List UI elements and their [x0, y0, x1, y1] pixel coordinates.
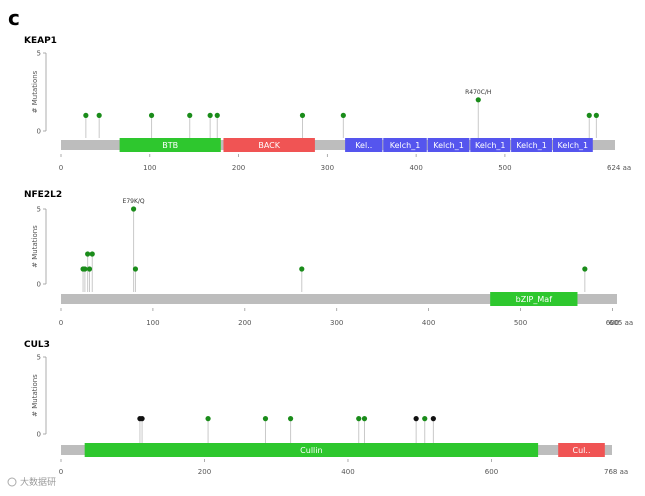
protein-backbone [61, 294, 617, 304]
mutation-point [96, 112, 102, 118]
mutation-point [82, 266, 88, 272]
mutation-point [187, 112, 193, 118]
mutation-point [85, 251, 91, 257]
x-tick-label: 600 [606, 319, 619, 327]
domain-label: Kelch_1 [516, 141, 547, 150]
mutation-point [593, 112, 599, 118]
mutation-point [262, 416, 269, 422]
domain-cul- [558, 443, 605, 457]
domain-label: bZIP_Maf [516, 295, 553, 304]
y-tick-label: 5 [37, 206, 41, 214]
x-tick-label: 400 [409, 164, 422, 172]
x-tick-label: 100 [143, 164, 156, 172]
mutation-annotation: R470C/H [465, 89, 491, 96]
mutation-point [89, 251, 95, 257]
x-tick-label: 0 [59, 468, 63, 476]
mutation-point [340, 112, 346, 118]
x-tick-label: 300 [330, 319, 343, 327]
y-axis-label: # Mutations [31, 225, 39, 268]
x-tick-label: 200 [198, 468, 211, 476]
mutation-point [132, 266, 139, 272]
x-tick-label: 0 [59, 319, 63, 327]
gene-name: CUL3 [24, 340, 50, 350]
mutation-point [148, 112, 155, 118]
y-tick-label: 0 [37, 281, 41, 289]
domain-bzip-maf [490, 292, 578, 306]
domain-kelch-1 [470, 138, 511, 152]
watermark: 大数据研 [7, 476, 56, 488]
panel-keap1: KEAP1 0 5 # Mutations BTB BACK Kel.. Kelch_1 Kel… [24, 36, 631, 172]
x-tick-label: 300 [321, 164, 334, 172]
mutation-point [207, 112, 213, 118]
protein-length-label: 605 aa [609, 319, 633, 327]
x-tick-label: 200 [238, 319, 251, 327]
mutation-point [83, 112, 89, 118]
domain-label: BACK [258, 141, 280, 150]
mutation-point [86, 266, 93, 272]
watermark-icon [7, 477, 17, 487]
gene-name: NFE2L2 [24, 190, 62, 200]
domain-kelch-1 [511, 138, 552, 152]
mutation-point [475, 97, 481, 103]
mutation-point [139, 416, 145, 422]
domain-label: Kel.. [355, 141, 372, 150]
protein-length-label: 768 aa [604, 468, 628, 476]
mutation-point [287, 416, 294, 422]
panel-nfe2l2: NFE2L2 0 5 # Mutations bZIP_Maf E79K/Q 0 100 200… [24, 190, 633, 327]
mutation-point [131, 206, 137, 212]
domain-kelch-1 [383, 138, 427, 152]
mutation-point [356, 416, 362, 422]
x-tick-label: 200 [232, 164, 245, 172]
panel-letter: c [8, 6, 20, 30]
domain-label: Cullin [300, 446, 322, 455]
protein-backbone [61, 140, 615, 150]
x-tick-label: 600 [485, 468, 498, 476]
x-tick-label: 500 [498, 164, 511, 172]
domain-kelch-1 [427, 138, 470, 152]
x-tick-label: 100 [146, 319, 159, 327]
x-tick-label: 0 [59, 164, 63, 172]
gene-name: KEAP1 [24, 36, 57, 46]
domain-back [223, 138, 315, 152]
mutation-annotation: E79K/Q [123, 198, 145, 205]
domain-label: Kelch_1 [475, 141, 506, 150]
domain-label: Kelch_1 [433, 141, 464, 150]
domain-label: BTB [162, 141, 178, 150]
domain-label: Kelch_1 [390, 141, 421, 150]
y-tick-label: 0 [37, 128, 41, 136]
mutation-point [413, 416, 419, 422]
domain-label: Kelch_1 [558, 141, 589, 150]
domain-kel- [345, 138, 383, 152]
x-tick-label: 500 [514, 319, 527, 327]
mutation-point [586, 112, 592, 118]
domain-label: Cul.. [573, 446, 591, 455]
domain-btb [119, 138, 221, 152]
x-tick-label: 400 [422, 319, 435, 327]
lollipop-panels: KEAP1 0 5 # Mutations BTB BACK Kel.. Kelch_1 Kel… [24, 36, 633, 476]
watermark-text: 大数据研 [20, 476, 56, 488]
mutation-point [430, 416, 436, 422]
y-axis-label: # Mutations [31, 70, 39, 113]
y-tick-label: 5 [37, 354, 41, 362]
mutation-point [205, 416, 211, 422]
mutation-point [582, 266, 588, 272]
mutation-point [299, 266, 305, 272]
y-tick-label: 5 [37, 50, 41, 58]
mutation-point [422, 416, 428, 422]
mutation-point [299, 112, 306, 118]
domain-kelch-1 [552, 138, 593, 152]
panel-cul3: CUL3 0 5 # Mutations Cullin Cul.. 0 200 400 600 76… [24, 340, 628, 476]
protein-length-label: 624 aa [607, 164, 631, 172]
y-axis-label: # Mutations [31, 374, 39, 417]
x-tick-label: 400 [341, 468, 354, 476]
domain-cullin [84, 443, 539, 457]
mutation-point [214, 112, 220, 118]
y-tick-label: 0 [37, 431, 41, 439]
mutation-point [361, 416, 368, 422]
